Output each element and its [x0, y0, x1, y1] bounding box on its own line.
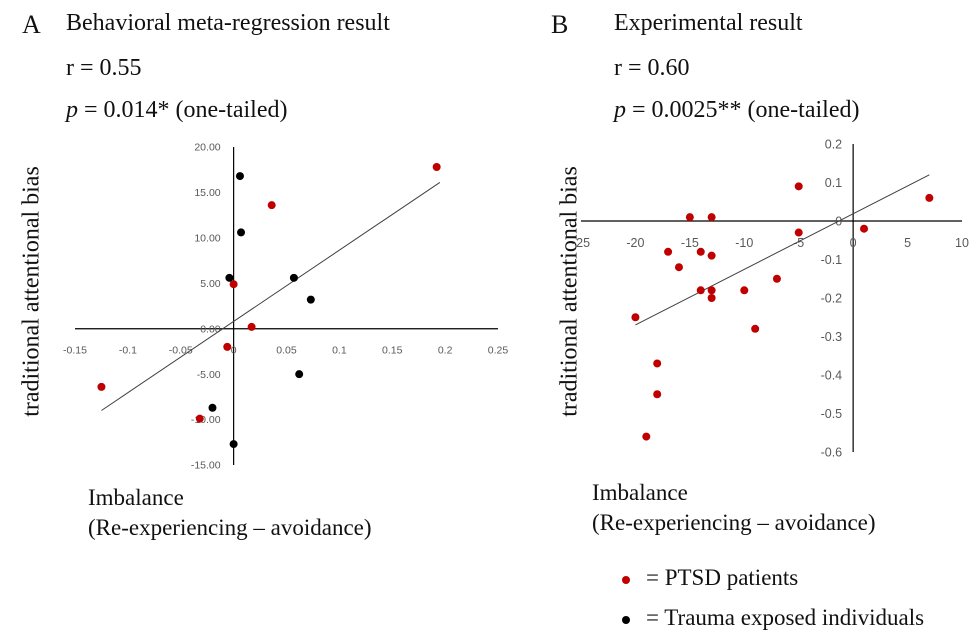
panel-b-point-ptsd-patients [794, 182, 803, 191]
panel-b-y-tick-label: -0.4 [821, 368, 843, 382]
panel-b-point-ptsd-patients [925, 193, 934, 202]
panel-b-x-tick-label: -5 [793, 236, 804, 250]
panel-b-x-tick-label: 5 [904, 236, 911, 250]
panel-a-x-tick-label: 0.05 [276, 345, 297, 357]
panel-a-y-tick-label: 5.00 [200, 278, 221, 290]
panel-b-point-ptsd-patients [707, 213, 716, 222]
panel-b-point-ptsd-patients [707, 251, 716, 260]
panel-a-y-tick-label: -10.00 [191, 414, 221, 426]
panel-b-y-tick-label: -0.5 [821, 407, 843, 421]
panel-a-point-ptsd-patients [97, 382, 106, 391]
panel-b-y-tick-label: 0.2 [825, 137, 842, 151]
panel-a-point-trauma-exposed-individuals [229, 440, 238, 449]
legend-ptsd-marker [622, 576, 630, 584]
panel-a-point-ptsd-patients [267, 201, 276, 210]
panel-b-x-tick-label: -20 [626, 236, 644, 250]
panel-b-point-ptsd-patients [696, 247, 705, 256]
panel-b-point-ptsd-patients [740, 286, 749, 295]
panel-a-y-tick-label: -5.00 [197, 369, 221, 381]
panel-a-p-symbol: p [66, 97, 78, 123]
panel-b-p-symbol: p [614, 97, 626, 123]
panel-b-x-tick-label: -10 [735, 236, 753, 250]
panel-a-title: Behavioral meta-regression result [66, 10, 390, 36]
panel-a-y-tick-label: 10.00 [194, 233, 220, 245]
panel-a-point-ptsd-patients [229, 280, 238, 289]
panel-a-x-tick-label: -0.1 [119, 345, 137, 357]
panel-a-x-axis-label: Imbalance (Re-experiencing – avoidance) [88, 483, 372, 543]
panel-a-x-tick-label: -0.15 [63, 345, 87, 357]
panel-a-point-ptsd-patients [195, 414, 204, 423]
panel-b-x-tick-label: 10 [955, 236, 969, 250]
panel-b-x-axis-label-line2: (Re-experiencing – avoidance) [592, 510, 876, 535]
legend-ptsd-label: = PTSD patients [646, 565, 799, 590]
panel-a-point-trauma-exposed-individuals [306, 295, 315, 304]
panel-b-point-ptsd-patients [707, 286, 716, 295]
panel-a-chart: -0.15 -0.1 -0.05 0 0.05 0.1 0.15 0.2 0.25 20.00 15… [63, 142, 509, 472]
panel-b-r-value: r = 0.60 [614, 55, 690, 81]
panel-b-point-ptsd-patients [653, 390, 662, 399]
panel-a-y-tick-label: 15.00 [194, 187, 220, 199]
panel-b-point-ptsd-patients [685, 213, 694, 222]
panel-a-y-tick-label: 0.00 [200, 323, 221, 335]
legend-trauma-label: = Trauma exposed individuals [646, 605, 925, 630]
panel-b-x-axis-label-line1: Imbalance [592, 480, 688, 505]
panel-a-point-ptsd-patients [247, 322, 256, 331]
panel-a-x-tick-label: 0.2 [438, 345, 453, 357]
panel-a-point-trauma-exposed-individuals [237, 228, 246, 237]
panel-a-point-ptsd-patients [223, 342, 232, 351]
panel-a-x-tick-label: 0 [231, 345, 237, 357]
panel-b-title: Experimental result [614, 10, 803, 36]
panel-b-point-ptsd-patients [751, 324, 760, 333]
panel-a-point-trauma-exposed-individuals [289, 273, 298, 282]
panel-b-y-tick-label: -0.2 [821, 291, 843, 305]
panel-b-point-ptsd-patients [674, 263, 683, 272]
panel-b-chart: -25-20-15-10-505100.20.10-0.1-0.2-0.3-0.… [572, 137, 969, 459]
panel-a-y-tick-label: -15.00 [191, 460, 221, 472]
panel-b-point-ptsd-patients [631, 313, 640, 322]
panel-a-point-trauma-exposed-individuals [295, 370, 304, 379]
panel-a-point-ptsd-patients [432, 162, 441, 171]
panel-a-p-value: p = 0.014* (one-tailed) [66, 97, 287, 124]
panel-b-point-ptsd-patients [794, 228, 803, 237]
panel-a-p-text: = 0.014* (one-tailed) [78, 97, 288, 123]
panel-b-x-tick-label: 0 [850, 236, 857, 250]
panel-b-x-axis-label: Imbalance (Re-experiencing – avoidance) [592, 478, 876, 538]
panel-b-point-ptsd-patients [707, 294, 716, 302]
panel-a-x-axis-label-line1: Imbalance [88, 485, 184, 510]
panel-b-y-tick-label: -0.3 [821, 330, 843, 344]
panel-a-point-trauma-exposed-individuals [208, 403, 217, 412]
panel-b-p-value: p = 0.0025** (one-tailed) [614, 97, 859, 124]
panel-a-x-axis-label-line2: (Re-experiencing – avoidance) [88, 515, 372, 540]
legend-trauma-marker [622, 616, 630, 624]
panel-a-x-tick-label: -0.05 [169, 345, 193, 357]
panel-a-x-tick-label: 0.25 [488, 345, 509, 357]
panel-a-point-trauma-exposed-individuals [235, 172, 244, 181]
panel-a-x-tick-label: 0.1 [332, 345, 347, 357]
panel-b-x-tick-label: -15 [681, 236, 699, 250]
panel-b-point-ptsd-patients [772, 274, 781, 283]
panel-b-y-tick-label: -0.1 [821, 253, 843, 267]
panel-b-letter: B [551, 10, 569, 39]
panel-b-point-ptsd-patients [696, 286, 705, 295]
panel-a-x-tick-label: 0.15 [382, 345, 403, 357]
panel-b-point-ptsd-patients [664, 247, 673, 256]
panel-b-p-text: = 0.0025** (one-tailed) [626, 97, 860, 123]
panel-a-y-tick-label: 20.00 [194, 142, 220, 154]
panel-a-point-trauma-exposed-individuals [225, 273, 234, 282]
panel-a-r-value: r = 0.55 [66, 55, 142, 81]
panel-b-trendline [635, 174, 930, 326]
panel-a-y-axis-label: traditional attentional bias [18, 166, 45, 417]
panel-b-point-ptsd-patients [642, 432, 651, 441]
panel-b-point-ptsd-patients [653, 359, 662, 368]
panel-b-y-tick-label: 0.1 [825, 176, 842, 190]
panel-b-x-tick-label: -25 [572, 236, 590, 250]
panel-a-letter: A [22, 10, 41, 39]
panel-b-point-ptsd-patients [860, 224, 869, 233]
panel-a-trendline [101, 182, 441, 411]
panel-b-y-tick-label: -0.6 [821, 445, 843, 459]
